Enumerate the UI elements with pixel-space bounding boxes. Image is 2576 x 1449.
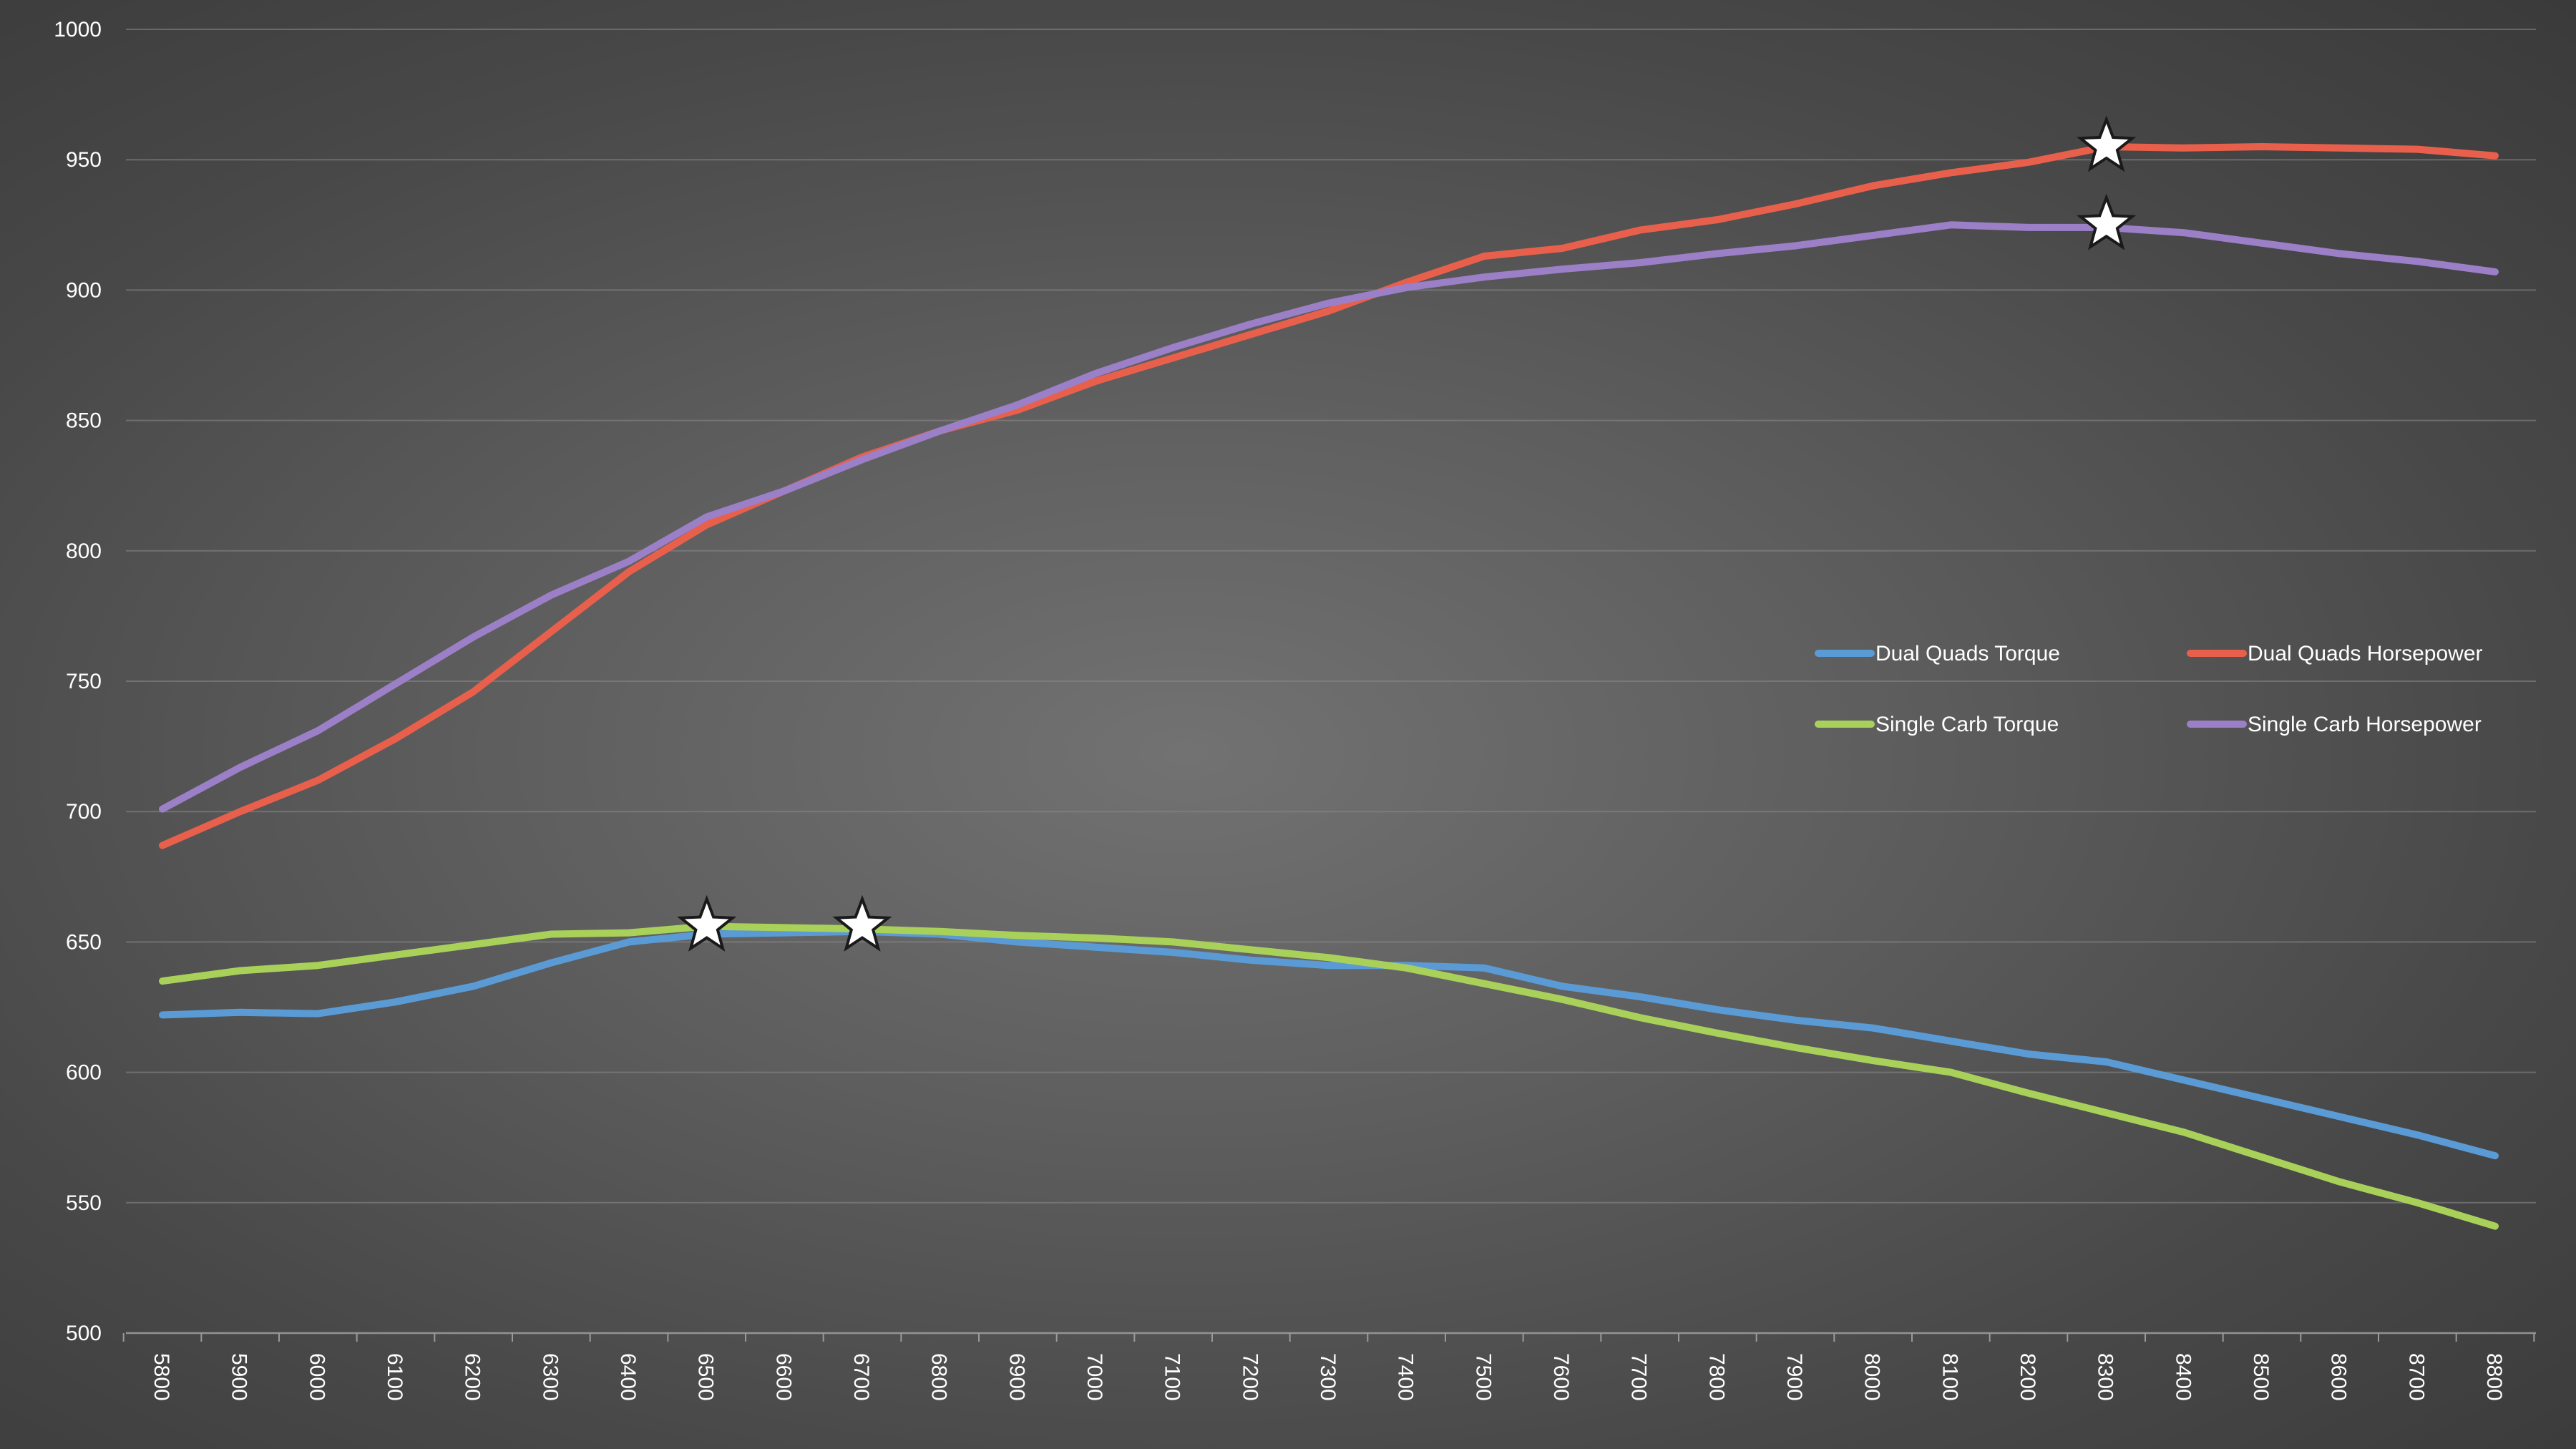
- y-axis-tick-labels: 500 550 600 650 700 750 800 850 900 950 1000: [54, 18, 102, 1345]
- y-tick-label: 750: [66, 670, 102, 693]
- y-tick-label: 650: [66, 930, 102, 954]
- x-tick-label: 8300: [2094, 1353, 2117, 1401]
- x-tick-label: 7800: [1704, 1353, 1728, 1401]
- x-tick-label: 7000: [1083, 1353, 1106, 1401]
- x-tick-label: 7100: [1161, 1353, 1184, 1401]
- legend: Dual Quads Torque Dual Quads Horsepower Si…: [1815, 642, 2483, 736]
- x-tick-label: 5900: [228, 1353, 251, 1401]
- x-tick-label: 7500: [1471, 1353, 1495, 1401]
- series-line-single-carb-torque: [159, 922, 2499, 1230]
- x-tick-label: 6200: [461, 1353, 484, 1401]
- x-tick-label: 8800: [2482, 1353, 2506, 1401]
- x-tick-label: 7200: [1238, 1353, 1262, 1401]
- y-tick-label: 700: [66, 800, 102, 824]
- x-tick-label: 6800: [927, 1353, 951, 1401]
- x-tick-label: 8100: [1938, 1353, 1961, 1401]
- x-tick-label: 7300: [1316, 1353, 1340, 1401]
- y-tick-label: 1000: [54, 18, 102, 42]
- x-tick-label: 6400: [616, 1353, 640, 1401]
- legend-entry-label: Dual Quads Torque: [1875, 642, 2060, 665]
- legend-entry-label: Dual Quads Horsepower: [2248, 642, 2483, 665]
- peak-star-marker: [832, 894, 892, 952]
- y-tick-label: 850: [66, 409, 102, 433]
- x-tick-label: 6500: [694, 1353, 718, 1401]
- series-line-dual-quads-horsepower: [159, 143, 2499, 849]
- x-tick-label: 8500: [2249, 1353, 2273, 1401]
- x-tick-label: 7400: [1394, 1353, 1418, 1401]
- peak-star-marker: [677, 894, 737, 952]
- x-tick-label: 6000: [305, 1353, 328, 1401]
- x-tick-label: 5800: [150, 1353, 173, 1401]
- y-tick-label: 500: [66, 1322, 102, 1345]
- x-tick-label: 8700: [2404, 1353, 2428, 1401]
- y-tick-label: 600: [66, 1061, 102, 1085]
- x-axis-tick-labels: 5800 5900 6000 6100 6200 6300 6400 6500 6600 6700…: [150, 1353, 2506, 1401]
- x-tick-label: 6600: [771, 1353, 795, 1401]
- x-tick-label: 8400: [2171, 1353, 2195, 1401]
- peak-star-marker: [2077, 193, 2137, 250]
- x-tick-label: 7900: [1782, 1353, 1806, 1401]
- y-tick-label: 950: [66, 148, 102, 172]
- x-tick-label: 7700: [1627, 1353, 1651, 1401]
- gridlines: [122, 29, 2536, 1342]
- y-tick-label: 550: [66, 1191, 102, 1215]
- legend-entry-label: Single Carb Horsepower: [2248, 713, 2482, 736]
- series-lines: [159, 143, 2499, 1230]
- y-tick-label: 900: [66, 278, 102, 302]
- x-tick-label: 6700: [849, 1353, 873, 1401]
- legend-entry-label: Single Carb Torque: [1875, 713, 2059, 736]
- peak-star-marker: [2077, 115, 2137, 172]
- x-tick-label: 8200: [2016, 1353, 2039, 1401]
- y-tick-label: 800: [66, 540, 102, 563]
- series-line-dual-quads-torque: [159, 927, 2499, 1160]
- peak-markers: [677, 115, 2137, 952]
- x-tick-label: 6100: [383, 1353, 406, 1401]
- x-tick-label: 6300: [538, 1353, 562, 1401]
- x-tick-label: 7600: [1549, 1353, 1573, 1401]
- x-tick-label: 8000: [1860, 1353, 1884, 1401]
- x-tick-label: 6900: [1005, 1353, 1028, 1401]
- x-tick-label: 8600: [2327, 1353, 2351, 1401]
